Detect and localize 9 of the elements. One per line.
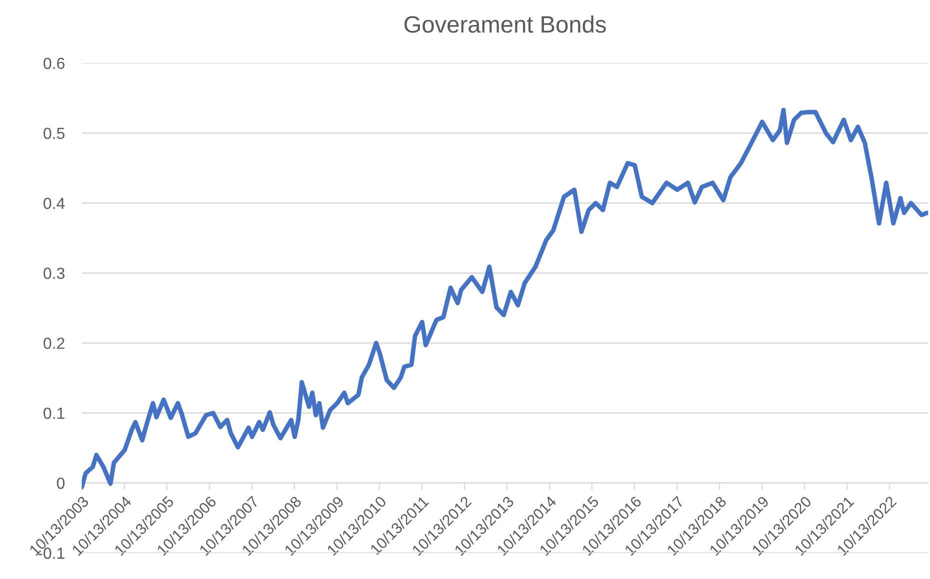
line-series bbox=[82, 108, 928, 490]
y-tick-label: 0 bbox=[56, 478, 65, 489]
y-tick-label: 0.5 bbox=[44, 128, 65, 140]
y-tick-label: 0.2 bbox=[44, 338, 64, 349]
y-tick-label: 0.3 bbox=[44, 268, 64, 279]
y-tick-label: 0.1 bbox=[44, 408, 64, 419]
y-tick-label: 0.6 bbox=[44, 58, 64, 70]
chart-title: Goverament Bonds bbox=[404, 15, 606, 33]
y-tick-label: 0.4 bbox=[44, 198, 65, 210]
